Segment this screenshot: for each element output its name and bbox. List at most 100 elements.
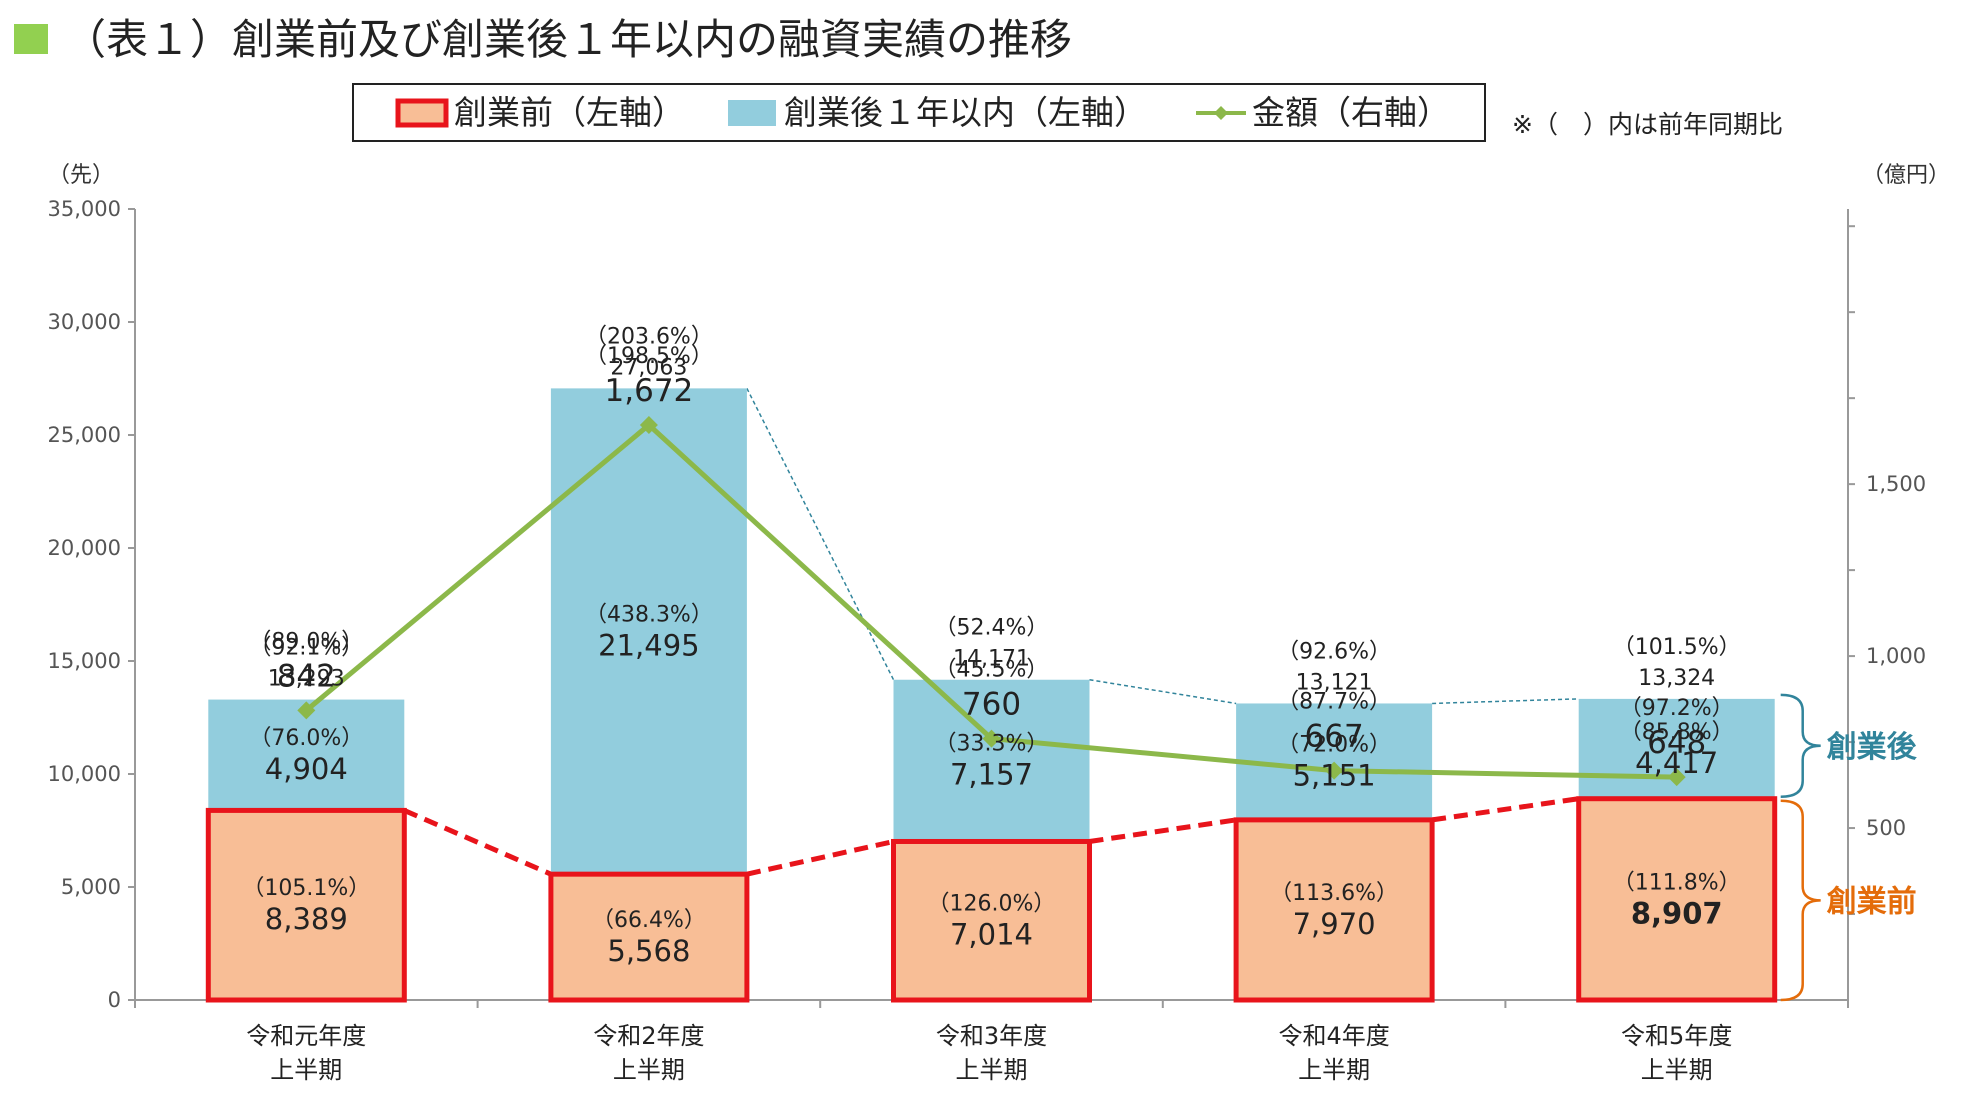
after-yoy-label: （72.0%） [1277,733,1391,758]
category-label: 令和5年度 [1621,1022,1732,1050]
before-connector [1431,796,1580,823]
amount-value-label: 648 [1647,725,1706,761]
legend-swatch-before [395,98,449,128]
legend-label-amount: 金額（右軸） [1252,93,1450,132]
amount-value-label: 760 [962,687,1021,723]
amount-yoy-label: （45.5%） [935,658,1049,683]
after-value-label: 4,904 [265,752,348,786]
before-value-label: 8,907 [1631,896,1723,930]
before-value-label: 7,014 [950,918,1033,952]
amount-point [982,729,1001,748]
legend-line-marker [1214,106,1228,120]
before-connector [403,808,552,877]
amount-value-label: 667 [1305,719,1364,755]
after-brace-label: 創業後 [1827,730,1918,765]
before-value-label: 7,970 [1293,907,1376,941]
before-connector [746,839,895,877]
amount-yoy-label: （198.5%） [585,344,713,369]
right-tick-label: 1,500 [1866,472,1926,496]
after-connector [1089,678,1237,705]
left-axis: 0 5,000 10,000 15,000 20,000 25,000 30,000 35,0… [48,197,136,1012]
after-value-label: 5,151 [1293,759,1376,793]
before-yoy-label: （113.6%） [1270,881,1398,906]
total-yoy-label: （92.1%） [249,636,363,661]
left-tick-label: 5,000 [61,875,121,899]
left-tick-label: 30,000 [48,310,121,334]
legend-label-before: 創業前（左軸） [454,93,685,132]
left-tick-label: 10,000 [48,762,121,786]
amount-point [1667,768,1686,787]
left-tick-label: 20,000 [48,536,121,560]
note: ※（ ）内は前年同期比 [1512,110,1783,139]
chart-title: （表１）創業前及び創業後１年以内の融資実績の推移 [64,15,1072,64]
before-yoy-label: （111.8%） [1613,870,1741,895]
title-square-icon [14,24,48,54]
left-axis-unit: （先） [48,163,114,188]
total-value-label: 13,293 [268,667,345,692]
right-tick-label: 500 [1866,816,1906,840]
after-value-label: 4,417 [1635,746,1718,780]
connector-lines [403,388,1580,877]
amount-line [297,415,1686,787]
before-value-label: 5,568 [607,934,690,968]
category-label: 令和4年度 [1278,1022,1389,1050]
bar-after [893,679,1090,842]
before-yoy-label: （126.0%） [928,892,1056,917]
category-label: 上半期 [1641,1056,1713,1084]
total-value-label: 13,324 [1638,666,1715,691]
data-labels: （105.1%）8,389 （76.0%）4,904 （92.1%） 13,293 （8… [242,324,1740,968]
left-tick-label: 25,000 [48,423,121,447]
left-tick-label: 0 [108,988,121,1012]
right-axis: 500 1,000 1,500 [1847,209,1926,1000]
total-value-label: 13,121 [1296,670,1373,695]
before-connector [1089,817,1237,844]
category-label: 上半期 [956,1056,1028,1084]
bar-before [1576,796,1778,1003]
before-yoy-label: （66.4%） [592,908,706,933]
left-tick-label: 15,000 [48,649,121,673]
category-label: 上半期 [1298,1056,1370,1084]
total-yoy-label: （52.4%） [935,616,1049,641]
total-value-label: 27,063 [610,355,687,380]
category-label: 上半期 [270,1056,342,1084]
right-tick-label: 1,000 [1866,644,1926,668]
before-value-label: 8,389 [265,902,348,936]
after-connector [1432,698,1579,705]
left-tick-label: 35,000 [48,197,121,221]
legend-box [352,83,1486,142]
bars [205,388,1778,1003]
legend-label-after: 創業後１年以内（左軸） [784,93,1147,132]
category-label: 令和3年度 [936,1022,1047,1050]
amount-yoy-label: （89.0%） [249,629,363,654]
right-axis-unit: （億円） [1862,163,1950,188]
before-brace-label: 創業前 [1827,884,1917,919]
bar-before [548,871,750,1003]
bar-before [205,807,407,1003]
bar-after [550,388,747,875]
category-label: 令和2年度 [593,1022,704,1050]
after-value-label: 21,495 [598,628,699,662]
total-yoy-label: （203.6%） [585,324,713,349]
after-yoy-label: （76.0%） [249,726,363,751]
bar-before [1233,817,1435,1003]
amount-yoy-label: （97.2%） [1620,696,1734,721]
after-connector [746,388,895,681]
after-yoy-label: （33.3%） [935,732,1049,757]
amount-point [1325,761,1344,780]
amount-point [297,701,316,720]
after-yoy-label: （438.3%） [585,602,713,627]
total-yoy-label: （92.6%） [1277,639,1391,664]
total-value-label: 14,171 [953,647,1030,672]
after-value-label: 7,157 [950,758,1033,792]
amount-value-label: 1,672 [605,373,694,409]
after-yoy-label: （85.8%） [1620,720,1734,745]
amount-point [639,415,658,434]
total-yoy-label: （101.5%） [1613,635,1741,660]
after-brace [1780,693,1821,798]
amount-yoy-label: （87.7%） [1277,690,1391,715]
category-label: 令和元年度 [246,1022,366,1050]
amount-value-label: 842 [277,658,336,694]
